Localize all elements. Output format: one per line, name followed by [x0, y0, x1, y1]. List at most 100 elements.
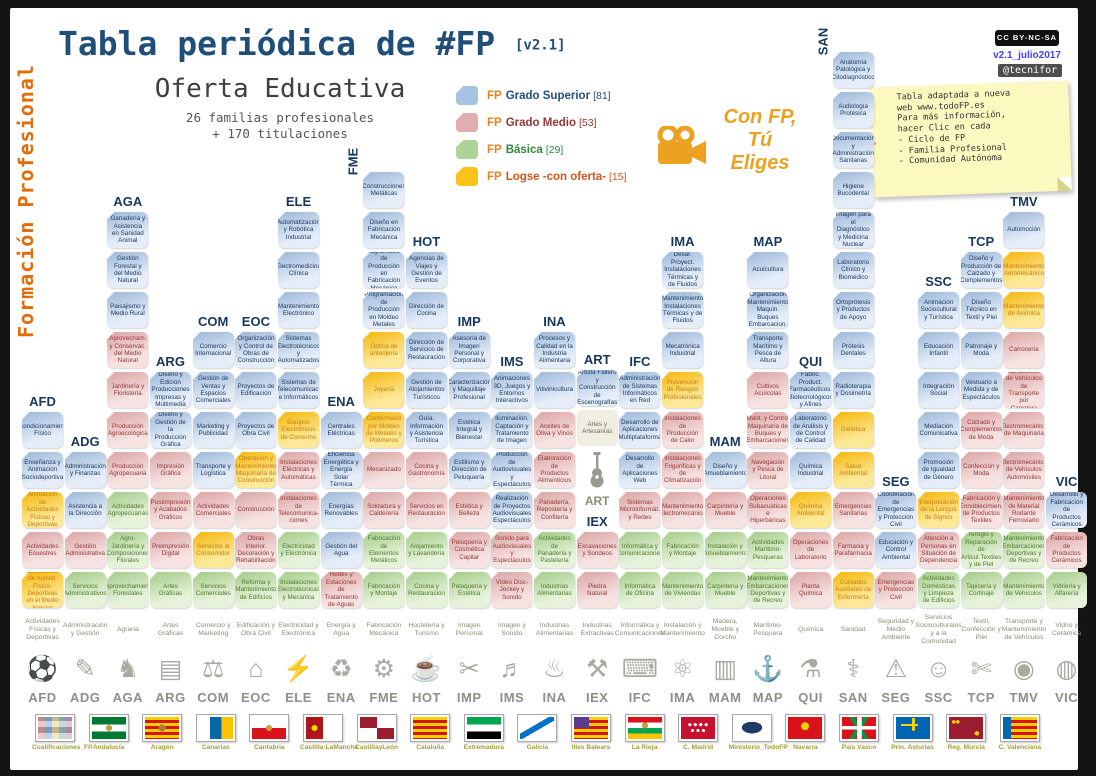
cycle-cell-gesti-n-administrativa[interactable]: Gestión Administrativa: [65, 532, 106, 568]
family-header-QUI[interactable]: QUI: [799, 354, 823, 369]
family-code-IMP[interactable]: IMP: [456, 690, 482, 705]
flag-illes-balears[interactable]: Illes Balears: [568, 714, 614, 751]
family-header-TCP[interactable]: TCP: [968, 234, 995, 249]
cycle-cell-fabricaci-n-de-productos-cer-micos[interactable]: Fabricación de Productos Cerámicos: [1046, 532, 1087, 568]
cycle-cell-aprovecham-y-conservac-del-medio-natural[interactable]: Aprovecham. y Conservac. del Medio Natur…: [107, 332, 148, 368]
cycle-cell-mecanizado[interactable]: Mecanizado: [363, 452, 404, 488]
cycle-cell-animaci-n-de-actividades-f-sicas-y-deportivas[interactable]: Animación de Actividades Físicas y Depor…: [22, 492, 63, 528]
family-header-MAP[interactable]: MAP: [753, 234, 783, 249]
cycle-cell-elaboraci-n-de-productos-alimenticios[interactable]: Elaboración de Productos Alimenticios: [534, 452, 575, 488]
cycle-cell-administraci-n-y-finanzas[interactable]: Administración y Finanzas: [65, 452, 106, 488]
family-header-SAN[interactable]: SAN: [815, 28, 874, 55]
cycle-cell-servicios-al-consumidor[interactable]: Servicios al Consumidor: [193, 532, 234, 568]
flag-castilla-lamancha[interactable]: Castilla-LaMancha: [300, 714, 358, 751]
cycle-cell-calzado-y-complementos-de-moda[interactable]: Calzado y Complementos de Moda: [961, 412, 1002, 448]
family-code-IMS[interactable]: IMS: [499, 690, 525, 705]
cycle-cell-arreglo-y-reparaci-n-de-articul-textiles-y-de-piel[interactable]: Arreglo y Reparación de Articul.Textiles…: [961, 532, 1002, 568]
cycle-cell-eficiencia-energ-tica-y-energ-a-solar-t-rmica[interactable]: Eficiencia Energética y Energía Solar Té…: [321, 452, 362, 488]
cycle-cell-laboratorio-cl-nico-y-biom-dico[interactable]: Laboratorio Clínico y Biomédico: [833, 252, 874, 288]
cycle-cell-programaci-n-de-producci-n-en-moldeo-metales[interactable]: Programación de Producción en Moldeo Met…: [364, 292, 404, 328]
cycle-cell-qu-mica-industrial[interactable]: Química Industrial: [790, 452, 831, 488]
cycle-cell-aprovechamien-forestales[interactable]: Aprovechamien. Forestales: [107, 572, 148, 608]
cycle-cell-est-tica-integral-y-bienestar[interactable]: Estética Integral y Bienestar: [449, 412, 490, 448]
cycle-cell-servicios-administrativos[interactable]: Servicios Administrativos: [65, 572, 106, 608]
cycle-cell-animaciones-3d-juegos-y-entornos-interactivos[interactable]: Animaciones 3D, Juegos y Entornos Intera…: [491, 372, 532, 408]
cycle-cell-conducci-n-de-activid-f-sico-deportivas-en-el-medio-natural[interactable]: Conducción de Activid. Físico-Deportivas…: [22, 572, 63, 608]
cycle-cell-instalaciones-el-ctricas-y-autom-ticas[interactable]: Instalaciones Eléctricas y Automáticas: [278, 452, 319, 488]
cycle-cell-centrales-el-ctricas[interactable]: Centrales Eléctricas: [321, 412, 362, 448]
cycle-cell-realizaci-n-de-proyectos-audiovisuales-espect-culos[interactable]: Realización de Proyectos Audiovisuales E…: [491, 492, 532, 528]
cycle-cell-artes-gr-ficas[interactable]: Artes Gráficas: [150, 572, 191, 608]
cycle-cell-vitivinicultura[interactable]: Vitivinicultura: [534, 372, 575, 408]
family-code-ADG[interactable]: ADG: [69, 690, 101, 705]
cycle-cell-electromec-nica-de-veh-culos-autom-viles[interactable]: Electromecánica de Vehículos Automóviles: [1003, 452, 1044, 488]
cycle-cell-alojamiento-y-lavander-a[interactable]: Alojamiento y Lavandería: [406, 532, 447, 568]
cycle-cell-sistemas-electrot-cnicos-y-automatizados[interactable]: Sistemas Electrotécnicos y Automatizados: [278, 332, 319, 368]
cycle-cell-iluminaci-n-captaci-n-y-tratamiento-de-imagen[interactable]: Iluminación. Captación y Tratamiento de …: [491, 412, 532, 448]
cycle-cell-operaciones-subacu-ticas-e-hiperb-ricas[interactable]: Operaciones Subacuáticas e Hiperbáricas: [747, 492, 788, 528]
family-code-HOT[interactable]: HOT: [412, 690, 441, 705]
cycle-cell-cocina-y-restauraci-n[interactable]: Cocina y Restauración: [406, 572, 447, 608]
cycle-cell-preimpresi-n-digital[interactable]: Preimpresión Digital: [150, 532, 191, 568]
cycle-cell-organizaci-n-mantenimiento-maquin-buques-embarcacion[interactable]: Organización Mantenimiento Maquin. Buque…: [747, 292, 789, 328]
cycle-cell-artista-fallero-y-construcci-n-de-escenograf-as[interactable]: Artista Fallero y Construcción de Esceno…: [577, 370, 618, 406]
cycle-cell-fabric-product-farmac-uticos-biotecnol-gicos-y-afines[interactable]: Fabric. Product. Farmacéuticos, Biotecno…: [790, 372, 832, 408]
cycle-cell-mant-y-control-maquinaria-de-buques-y-embarcaciones[interactable]: Mant. y Control Maquinaria de Buques y E…: [747, 412, 788, 448]
cycle-cell-fabricaci-n-y-montaje[interactable]: Fabricación y Montaje: [662, 532, 703, 568]
cycle-cell-electricidad-y-electr-nica[interactable]: Electricidad y Electrónica: [278, 532, 319, 568]
cycle-cell-integraci-n-social[interactable]: Integración Social: [918, 372, 959, 408]
cycle-cell-educaci-n-y-control-ambiental[interactable]: Educación y Control Ambiental: [875, 532, 916, 568]
cycle-cell-transporte-y-log-stica[interactable]: Transporte y Logística: [193, 452, 234, 488]
family-code-IFC[interactable]: IFC: [628, 690, 652, 705]
flag-pa-s-vasco[interactable]: País Vasco: [836, 714, 882, 751]
cycle-cell-mantenimiento-de-avi-nica[interactable]: Mantenimiento de Aviónica: [1003, 292, 1044, 328]
cycle-cell-instalaciones-frigor-ficas-y-de-climatizaci-n[interactable]: Instalaciones Frigoríficas y de Climatiz…: [662, 452, 703, 488]
cycle-cell-proyectos-de-edificaci-n[interactable]: Proyectos de Edificación: [235, 372, 276, 408]
cycle-cell-mantenimiento-electr-nico[interactable]: Mantenimiento Electrónico: [278, 292, 319, 328]
family-code-ENA[interactable]: ENA: [326, 690, 356, 705]
flag-prin-asturias[interactable]: Prin. Asturias: [890, 714, 936, 751]
cycle-cell-construcci-n[interactable]: Construcción: [235, 492, 276, 528]
cycle-cell-producci-n-agropecuaria[interactable]: Producción Agropecuaria: [107, 452, 148, 488]
cycle-cell-audiolog-a-prot-sica[interactable]: Audiología Protésica: [833, 92, 874, 128]
cycle-cell-ense-anza-y-animaci-n-sociodeportiva[interactable]: Enseñanza y Animación Sociodeportiva: [22, 452, 63, 488]
flag-la-rioja[interactable]: La Rioja: [622, 714, 668, 751]
cycle-cell-instalaciones-de-telecomunica-ciones[interactable]: Instalaciones de Telecomunica- ciones: [278, 492, 319, 528]
cycle-cell-vidrier-a-y-alfarer-a[interactable]: Vidriería y Alfarería: [1046, 572, 1087, 608]
cycle-cell-marketing-y-publicidad[interactable]: Marketing y Publicidad: [193, 412, 234, 448]
cycle-cell-caracterizaci-n-y-maquillaje-profesional[interactable]: Caracterización y Maquillaje Profesional: [449, 372, 490, 408]
cycle-cell-dise-o-en-fabricaci-n-mec-nica[interactable]: Diseño en Fabricación Mecánica: [363, 212, 404, 248]
cycle-cell-agro-jardiner-a-y-composiciones-florales[interactable]: Agro-Jardinería y Composiciones Florales: [107, 532, 148, 568]
family-header-COM[interactable]: COM: [198, 314, 229, 329]
cycle-cell-actividades-ecuestres[interactable]: Actividades Ecuestres: [22, 532, 63, 568]
cycle-cell-diet-tica[interactable]: Dietética: [833, 412, 874, 448]
cycle-cell-piedra-natural[interactable]: Piedra Natural: [577, 572, 618, 608]
cycle-cell-laboratorio-de-an-lisis-y-de-control-de-calidad[interactable]: Laboratorio de Análisis y de Control de …: [790, 412, 831, 448]
cycle-cell-agencias-de-viajes-y-gesti-n-de-eventos[interactable]: Agencias de Viajes y Gestión de Eventos: [406, 252, 447, 288]
cycle-cell-direcci-n-de-cocina[interactable]: Dirección de Cocina: [406, 292, 447, 328]
family-code-EOC[interactable]: EOC: [241, 690, 271, 705]
cycle-cell-carpinter-a-y-mueble[interactable]: Carpintería y Mueble: [705, 492, 746, 528]
cycle-cell-operaciones-de-laboratorio[interactable]: Operaciones de Laboratorio: [790, 532, 831, 568]
cycle-cell-desarrollo-de-aplicaciones-web[interactable]: Desarrollo de Aplicaciones Web: [619, 452, 660, 488]
cycle-cell-peluquer-a-y-est-tica[interactable]: Peluquería y Estética: [449, 572, 490, 608]
cycle-cell-sistemas-microinform-t-y-redes[interactable]: Sistemas Microinformát. y Redes: [619, 492, 660, 528]
cycle-cell-postimpresi-n-y-acabados-gr-ficos[interactable]: Postimpresión y Acabados Gráficos: [150, 492, 191, 528]
cycle-cell-desar-proyect-instalaciones-t-rmicas-y-de-fluidos[interactable]: Desar. Proyect. Instalaciones Térmicas y…: [662, 252, 703, 288]
family-code-COM[interactable]: COM: [197, 690, 230, 705]
cycle-cell-dise-o-y-edici-n-producciones-impresas-y-multimedia[interactable]: Diseño y Edición Producciones Impresas y…: [151, 372, 190, 408]
cycle-cell-educaci-n-infantil[interactable]: Educación Infantil: [918, 332, 959, 368]
cycle-cell-servicios-en-restauraci-n[interactable]: Servicios en Restauración: [406, 492, 447, 528]
cycle-cell-conducci-n-de-veh-culos-de-transporte-por-carretera[interactable]: Conducción de Vehículos de Transporte po…: [1003, 372, 1044, 408]
cycle-cell-mantenimiento-de-veh-culos[interactable]: Mantenimiento de Vehículos: [1003, 572, 1044, 608]
cycle-cell-transporte-mar-timo-y-pesca-de-altura[interactable]: Transporte Marítimo y Pesca de Altura: [747, 332, 788, 368]
family-header-IEX[interactable]: IEX: [586, 514, 608, 529]
cycle-cell-energ-as-renovables[interactable]: Energías Renovables: [321, 492, 362, 528]
cycle-cell-animaci-n-sociocultural-y-tur-stica[interactable]: Animación Sociocultural y Turística: [918, 292, 959, 328]
cycle-cell-sonido-para-audiovisuales-y-espect-culos[interactable]: Sonido para Audiovisuales y Espectáculos: [491, 532, 532, 568]
family-code-AGA[interactable]: AGA: [112, 690, 143, 705]
family-code-ELE[interactable]: ELE: [285, 690, 312, 705]
cycle-cell-paisajismo-y-medio-rural[interactable]: Paisajismo y Medio Rural: [107, 292, 148, 328]
cycle-cell-mecatr-nica-industrial[interactable]: Mecatrónica Industrial: [662, 332, 703, 368]
family-code-VIC[interactable]: VIC: [1055, 690, 1079, 705]
